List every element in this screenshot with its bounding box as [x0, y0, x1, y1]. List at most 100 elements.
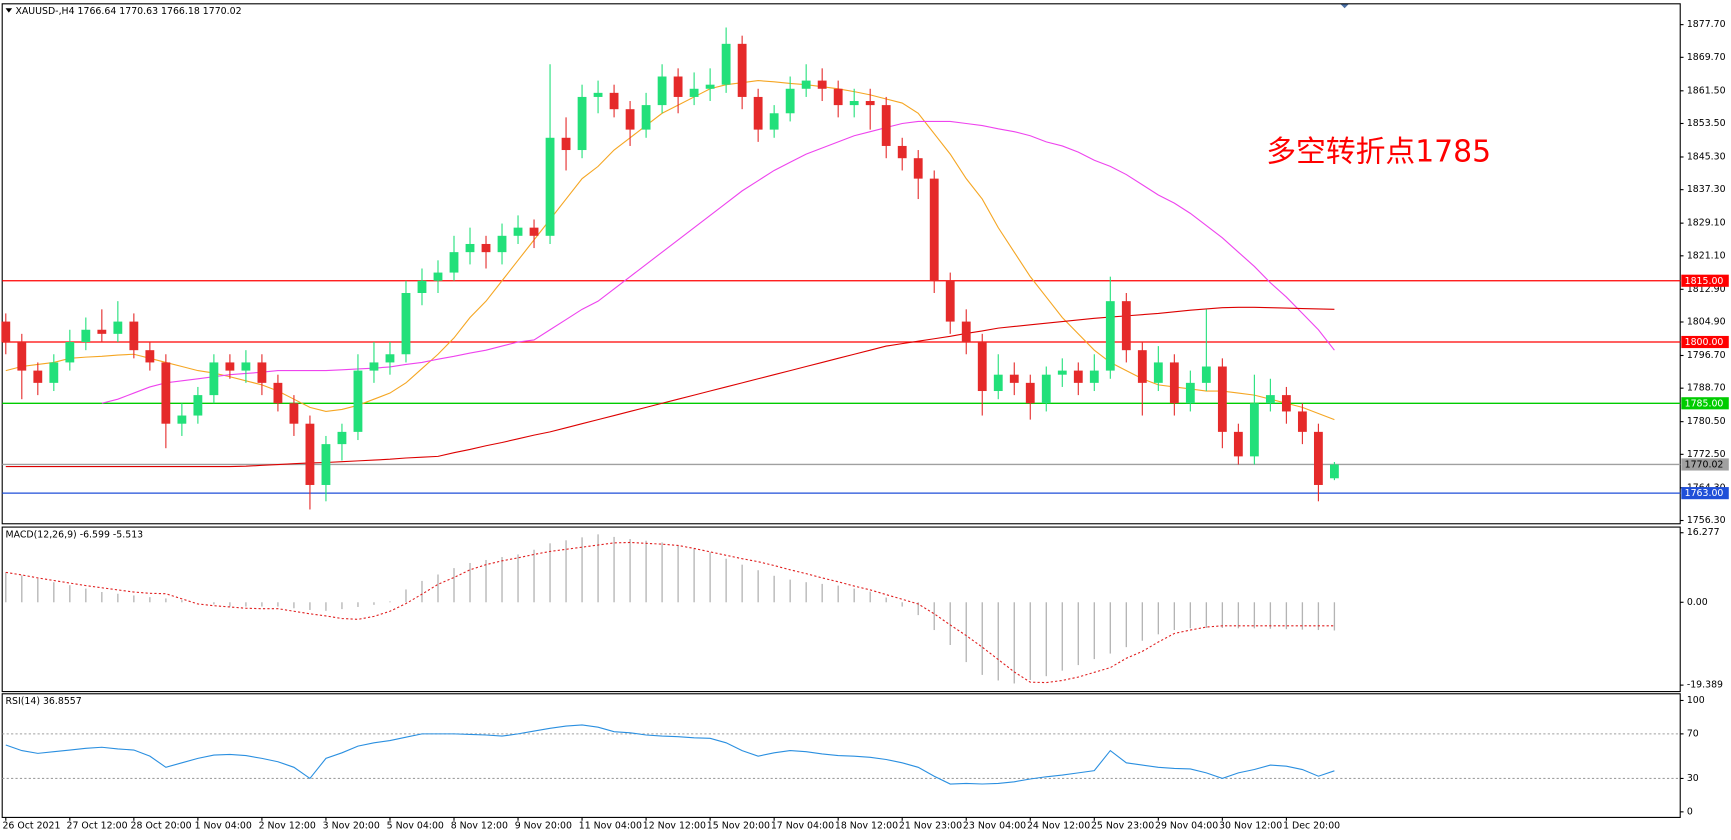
candle-body	[817, 80, 827, 89]
y-tick-label: 1812.90	[1687, 284, 1726, 295]
macd-bar	[869, 591, 871, 603]
y-tick-label: 1877.70	[1687, 19, 1726, 30]
macd-bar	[501, 556, 503, 603]
macd-bar	[309, 602, 311, 610]
candle-body	[1249, 403, 1259, 457]
candle-body	[209, 362, 219, 396]
macd-bar	[325, 602, 327, 611]
macd-bar	[37, 578, 39, 603]
candle-body	[449, 252, 459, 273]
macd-bar	[981, 602, 983, 675]
macd-bar	[661, 542, 663, 603]
macd-bar	[53, 582, 55, 603]
y-tick-label: 1821.10	[1687, 250, 1726, 261]
macd-bar	[581, 537, 583, 603]
level-label-box	[1681, 335, 1729, 349]
candle-body	[1233, 431, 1243, 457]
y-tick-label: 30	[1687, 773, 1699, 784]
macd-bar	[421, 580, 423, 603]
y-tick-label: 0	[1687, 806, 1693, 817]
macd-bar	[5, 572, 7, 603]
macd-bar	[901, 602, 903, 607]
candle-body	[593, 92, 603, 97]
macd-bar	[437, 574, 439, 603]
macd-bar	[1173, 602, 1175, 631]
macd-bar	[1237, 602, 1240, 629]
macd-bar	[645, 540, 647, 603]
candle-body	[609, 92, 619, 110]
candle-body	[497, 235, 507, 253]
y-tick-label: 1853.50	[1687, 118, 1726, 129]
macd-bar	[1253, 602, 1256, 629]
candle-body	[561, 137, 571, 151]
macd-bar	[821, 583, 823, 603]
macd-bar	[389, 601, 391, 603]
candle-body	[401, 292, 411, 355]
candle-body	[289, 403, 299, 424]
y-tick-label: 70	[1687, 728, 1699, 739]
candle-body	[81, 329, 91, 343]
macd-bar	[997, 602, 999, 681]
x-tick-label: 21 Nov 23:00	[899, 821, 962, 832]
macd-bar	[949, 602, 951, 646]
candle-body	[129, 321, 139, 351]
candle-body	[417, 280, 427, 293]
y-tick-label: 1804.90	[1687, 316, 1726, 327]
macd-bar	[149, 597, 151, 603]
x-tick-label: 18 Nov 12:00	[835, 821, 898, 832]
macd-bar	[341, 602, 343, 610]
candle-body	[737, 43, 747, 97]
macd-bar	[1189, 602, 1192, 629]
y-tick-label: 1796.70	[1687, 350, 1726, 361]
candle-body	[689, 88, 699, 97]
macd-bar	[597, 534, 599, 603]
macd-bar	[293, 602, 295, 609]
candle-body	[881, 105, 891, 146]
candle-body	[305, 423, 315, 485]
level-label: 1800.00	[1685, 337, 1724, 348]
y-tick-label: 1829.10	[1687, 218, 1726, 229]
x-tick-label: 26 Oct 2021	[2, 821, 60, 832]
macd-bar	[1045, 602, 1047, 677]
candle-body	[1025, 382, 1035, 404]
level-label-box	[1681, 487, 1729, 500]
y-tick-label: 16.277	[1687, 527, 1720, 538]
macd-bar	[1221, 602, 1224, 628]
candle-body	[1297, 411, 1307, 432]
candle-body	[65, 342, 75, 363]
candle-body	[481, 243, 491, 253]
candle-body	[753, 96, 763, 130]
x-tick-label: 30 Nov 12:00	[1219, 821, 1282, 832]
macd-bar	[245, 602, 247, 607]
candle-body	[625, 109, 635, 130]
annotation: 多空转折点1785	[1266, 134, 1491, 169]
dropdown-marker[interactable]	[1340, 3, 1350, 9]
candle-body	[993, 374, 1003, 392]
candle-body	[961, 321, 971, 343]
panel-title: MACD(12,26,9) -6.599 -5.513	[6, 529, 144, 540]
y-tick-label: 1772.50	[1687, 449, 1726, 460]
candle-body	[369, 362, 379, 371]
macd-bar	[261, 602, 263, 607]
macd-bar	[85, 588, 87, 603]
candle-body	[545, 137, 555, 236]
candle-body	[1281, 395, 1291, 412]
macd-bar	[1205, 602, 1208, 628]
y-tick-label: 1861.50	[1687, 85, 1726, 96]
macd-bar	[485, 559, 487, 603]
macd-bar	[853, 588, 855, 603]
macd-bar	[469, 562, 471, 603]
macd-bar	[1317, 602, 1320, 631]
candle-body	[145, 350, 155, 363]
candle-body	[1009, 374, 1019, 383]
macd-bar	[1301, 602, 1304, 630]
macd-bar	[21, 575, 23, 603]
macd-bar	[1269, 602, 1272, 629]
macd-bar	[101, 592, 103, 603]
x-tick-label: 5 Nov 04:00	[387, 821, 444, 832]
macd-bar	[773, 575, 775, 603]
candle-body	[673, 76, 683, 97]
macd-bar	[229, 602, 231, 607]
x-tick-label: 24 Nov 12:00	[1027, 821, 1090, 832]
candle-body	[385, 354, 395, 363]
